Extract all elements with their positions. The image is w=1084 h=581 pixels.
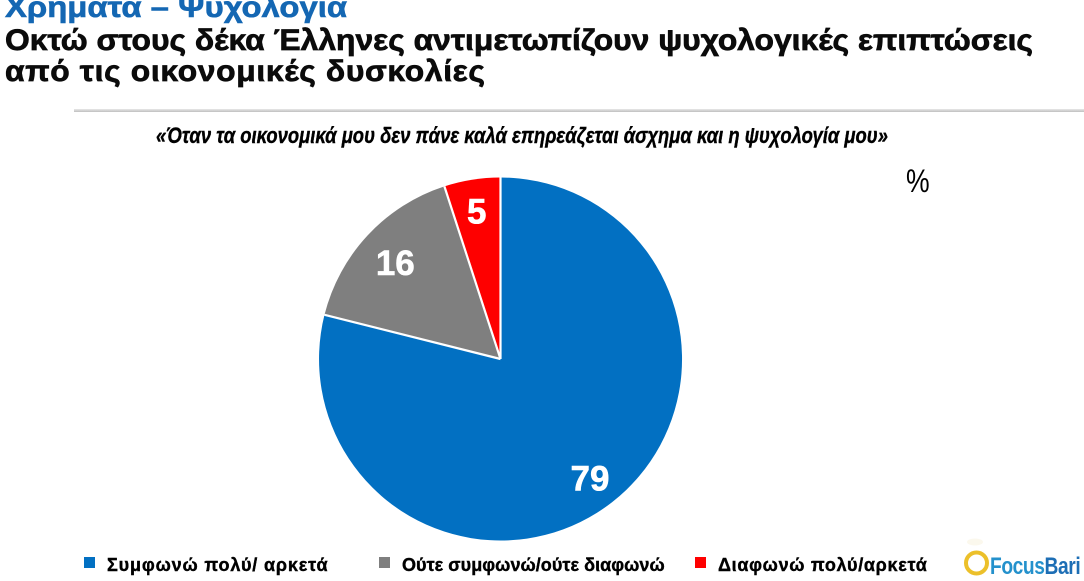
svg-text:5: 5 <box>467 193 486 232</box>
svg-text:79: 79 <box>571 460 610 499</box>
svg-text:16: 16 <box>376 244 415 283</box>
